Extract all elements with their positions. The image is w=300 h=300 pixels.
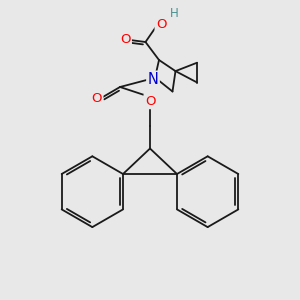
Text: N: N	[148, 72, 158, 87]
Text: O: O	[120, 33, 130, 46]
Text: O: O	[145, 95, 155, 108]
Text: H: H	[169, 7, 178, 20]
Text: O: O	[92, 92, 102, 105]
Text: O: O	[156, 17, 166, 31]
